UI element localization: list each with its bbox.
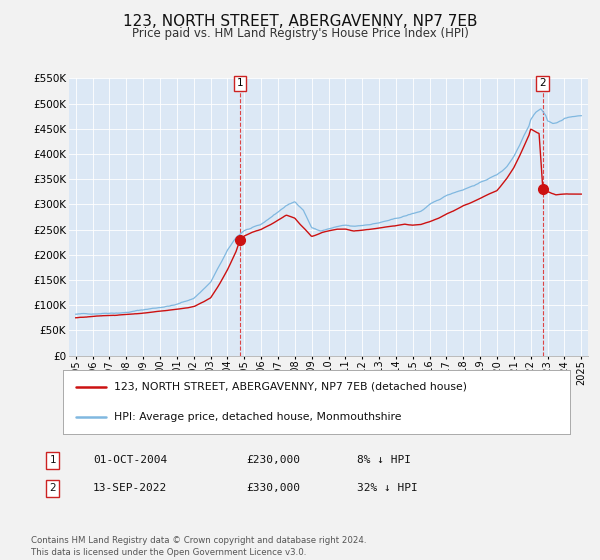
Text: 01-OCT-2004: 01-OCT-2004 — [93, 455, 167, 465]
Text: £330,000: £330,000 — [246, 483, 300, 493]
Text: 2: 2 — [49, 483, 56, 493]
Text: 1: 1 — [237, 78, 244, 88]
Text: HPI: Average price, detached house, Monmouthshire: HPI: Average price, detached house, Monm… — [114, 412, 401, 422]
Text: 13-SEP-2022: 13-SEP-2022 — [93, 483, 167, 493]
Text: 32% ↓ HPI: 32% ↓ HPI — [357, 483, 418, 493]
Text: 123, NORTH STREET, ABERGAVENNY, NP7 7EB (detached house): 123, NORTH STREET, ABERGAVENNY, NP7 7EB … — [114, 382, 467, 392]
Text: £230,000: £230,000 — [246, 455, 300, 465]
Text: Contains HM Land Registry data © Crown copyright and database right 2024.
This d: Contains HM Land Registry data © Crown c… — [31, 536, 367, 557]
Text: Price paid vs. HM Land Registry's House Price Index (HPI): Price paid vs. HM Land Registry's House … — [131, 27, 469, 40]
Text: 8% ↓ HPI: 8% ↓ HPI — [357, 455, 411, 465]
Text: 2: 2 — [539, 78, 546, 88]
Text: 123, NORTH STREET, ABERGAVENNY, NP7 7EB: 123, NORTH STREET, ABERGAVENNY, NP7 7EB — [123, 14, 477, 29]
Text: 1: 1 — [49, 455, 56, 465]
